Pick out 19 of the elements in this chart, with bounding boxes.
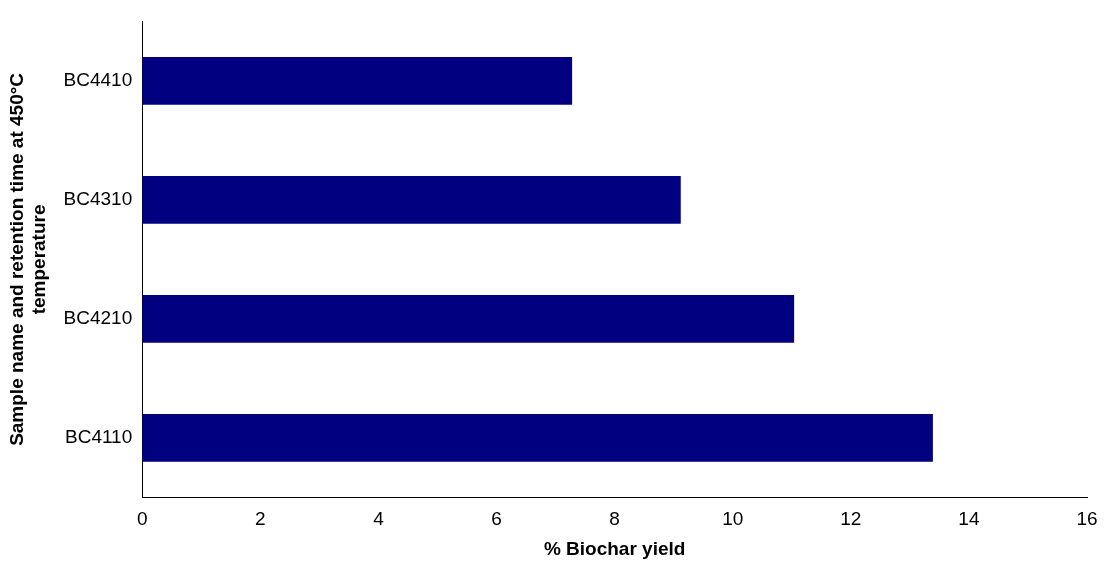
x-tick-label: 10 (722, 508, 744, 530)
x-tick-label: 14 (958, 508, 980, 530)
x-tick-label: 16 (1076, 508, 1098, 530)
bar (142, 176, 681, 224)
x-tick-label: 12 (840, 508, 862, 530)
y-tick-label: BC4110 (65, 426, 133, 448)
bar (142, 414, 933, 462)
bar (142, 295, 795, 343)
y-tick-label: BC4410 (63, 69, 133, 91)
x-tick-label: 2 (255, 508, 266, 530)
y-tick-label: BC4310 (63, 188, 133, 210)
bar (142, 57, 573, 105)
x-axis-title: % Biochar yield (543, 537, 686, 559)
x-tick-label: 0 (136, 508, 148, 530)
y-tick-label: BC4210 (63, 307, 133, 329)
y-axis-title: Sample name and retention time at 450°C temperature (5, 72, 50, 446)
x-tick-label: 6 (491, 508, 502, 530)
x-tick-label: 8 (609, 508, 620, 530)
x-tick-label: 4 (373, 508, 385, 530)
